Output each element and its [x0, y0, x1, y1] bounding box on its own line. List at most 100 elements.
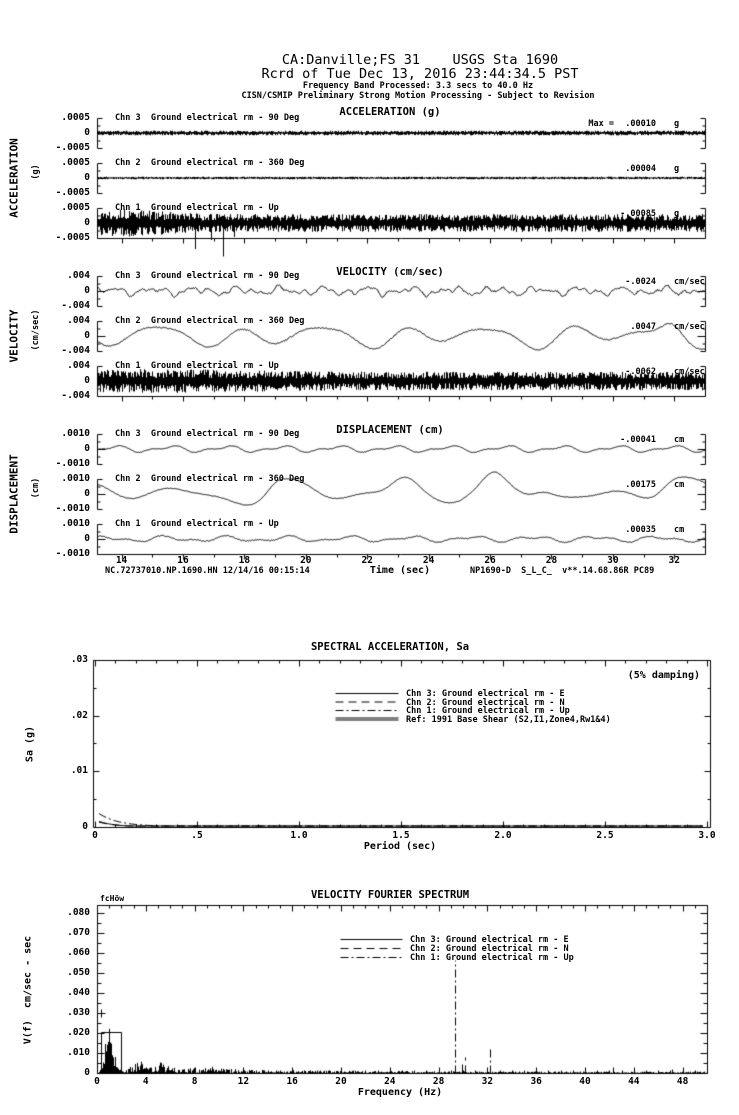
fs-xtick-label: 8: [191, 1076, 198, 1087]
xtick-label: 24: [422, 555, 435, 566]
ytick-label: -.004: [61, 345, 90, 356]
ytick-label: .0005: [61, 202, 90, 213]
ytick-label: -.0005: [55, 232, 90, 243]
peak-value: .00035: [625, 525, 656, 535]
xtick-label: 22: [361, 555, 373, 566]
ytick-label: 0: [84, 127, 90, 138]
fs-xtick-label: 4: [142, 1076, 149, 1087]
fs-xtick-label: 20: [335, 1076, 347, 1087]
period-axis-title: Period (sec): [363, 841, 437, 852]
sa-xtick-label: 1.5: [392, 830, 410, 841]
xtick-label: 28: [545, 555, 558, 566]
ytick-label: -.0010: [55, 548, 90, 559]
sa-ytick-label: 0: [82, 821, 88, 832]
ytick-label: 0: [84, 375, 90, 386]
time-axis-title: Time (sec): [369, 565, 431, 576]
peak-value: -.0062: [625, 367, 656, 377]
sa-xtick-label: 3.0: [698, 830, 716, 841]
legend-entry: Chn 2: Ground electrical rm - N: [406, 697, 565, 708]
fourier-title: VELOCITY FOURIER SPECTRUM: [310, 889, 470, 901]
channel-label: Chn 1 Ground electrical rm - Up: [115, 361, 279, 371]
sa-xtick-label: 0: [92, 830, 98, 841]
channel-label: Chn 2 Ground electrical rm - 360 Deg: [115, 158, 305, 168]
xtick-label: 18: [238, 555, 251, 566]
sa-xtick-label: 2.5: [596, 830, 614, 841]
record-line: Rcrd of Tue Dec 13, 2016 23:44:34.5 PST: [261, 66, 579, 82]
channel-label: Chn 1 Ground electrical rm - Up: [115, 519, 279, 529]
velocity-title: VELOCITY (cm/sec): [336, 266, 444, 278]
fs-ytick-label: .040: [67, 987, 90, 998]
fs-xtick-label: 28: [432, 1076, 445, 1087]
fs-ytick-label: .080: [67, 907, 90, 918]
legend-entry: Chn 1: Ground electrical rm - Up: [410, 953, 574, 963]
ytick-label: 0: [84, 217, 90, 228]
version-footer: NP1690-D S_L_C_ v**.14.68.86R PC89: [470, 566, 655, 576]
peak-prefix: Max =: [588, 119, 614, 129]
peak-unit: g: [674, 209, 680, 219]
fs-xtick-label: 0: [94, 1076, 100, 1087]
peak-unit: g: [674, 164, 680, 174]
ytick-label: .0010: [61, 473, 90, 484]
ytick-label: -.0005: [55, 187, 90, 198]
ytick-label: .004: [67, 360, 90, 371]
ytick-label: 0: [84, 172, 90, 183]
velocity-axis-label: VELOCITY: [7, 309, 21, 363]
sa-title: SPECTRAL ACCELERATION, Sa: [310, 641, 470, 653]
peak-value: .0047: [630, 322, 656, 332]
displacement-axis-label: DISPLACEMENT: [7, 454, 21, 534]
channel-label: Chn 2 Ground electrical rm - 360 Deg: [115, 474, 305, 484]
xtick-label: 14: [115, 555, 128, 566]
xtick-label: 20: [300, 555, 312, 566]
ytick-label: .0010: [61, 518, 90, 529]
displacement-title: DISPLACEMENT (cm): [336, 424, 444, 436]
peak-unit: cm: [674, 525, 685, 535]
sa-xtick-label: 1.0: [290, 830, 308, 841]
channel-label: Chn 2 Ground electrical rm - 360 Deg: [115, 316, 305, 326]
peak-value: .00010: [625, 119, 656, 129]
xtick-label: 32: [668, 555, 680, 566]
peak-value: -.00085: [620, 209, 656, 219]
disclaimer-line: CISN/CSMIP Preliminary Strong Motion Pro…: [241, 91, 595, 101]
sa-xtick-label: 2.0: [494, 830, 512, 841]
ytick-label: 0: [84, 330, 90, 341]
channel-label: Chn 3 Ground electrical rm - 90 Deg: [115, 429, 300, 439]
channel-label: Chn 1 Ground electrical rm - Up: [115, 203, 279, 213]
acceleration-title: ACCELERATION (g): [339, 106, 441, 118]
peak-unit: cm: [674, 480, 685, 490]
legend-entry: Chn 2: Ground electrical rm - N: [410, 944, 569, 954]
sa-ytick-label: .01: [70, 765, 88, 777]
ytick-label: -.004: [61, 300, 90, 311]
channel-label: Chn 3 Ground electrical rm - 90 Deg: [115, 271, 300, 281]
peak-value: -.0024: [625, 277, 656, 287]
sa-ytick-label: .02: [70, 709, 88, 721]
ytick-label: .0005: [61, 157, 90, 168]
xtick-label: 16: [177, 555, 189, 566]
ytick-label: .0010: [61, 428, 90, 439]
fs-ytick-label: .050: [67, 967, 90, 978]
ytick-label: -.0010: [55, 503, 90, 514]
xtick-label: 30: [607, 555, 619, 566]
fs-xtick-label: 40: [579, 1076, 591, 1087]
legend-entry: Chn 3: Ground electrical rm - E: [406, 689, 565, 699]
ytick-label: .0005: [61, 112, 90, 123]
peak-unit: cm/sec: [674, 367, 705, 377]
peak-value: -.00041: [620, 435, 656, 445]
peak-unit: cm: [674, 435, 685, 445]
ytick-label: -.0005: [55, 142, 90, 153]
record-id-footer: NC.72737010.NP.1690.HN 12/14/16 00:15:14: [105, 566, 310, 576]
ytick-label: 0: [84, 488, 90, 499]
fs-ytick-label: .060: [67, 947, 90, 958]
fs-xtick-label: 12: [237, 1076, 250, 1087]
fourier-axis-label: V(f) cm/sec - sec: [22, 935, 34, 1045]
ytick-label: .004: [67, 270, 90, 281]
ytick-label: 0: [84, 443, 90, 454]
peak-value: .00004: [625, 164, 656, 174]
sa-ytick-label: .03: [70, 653, 88, 665]
fs-xtick-label: 16: [286, 1076, 298, 1087]
xtick-label: 26: [484, 555, 496, 566]
legend-entry: Chn 3: Ground electrical rm - E: [410, 935, 569, 945]
legend-entry: Ref: 1991 Base Shear (S2,I1,Zone4,Rw1&4): [406, 714, 611, 725]
